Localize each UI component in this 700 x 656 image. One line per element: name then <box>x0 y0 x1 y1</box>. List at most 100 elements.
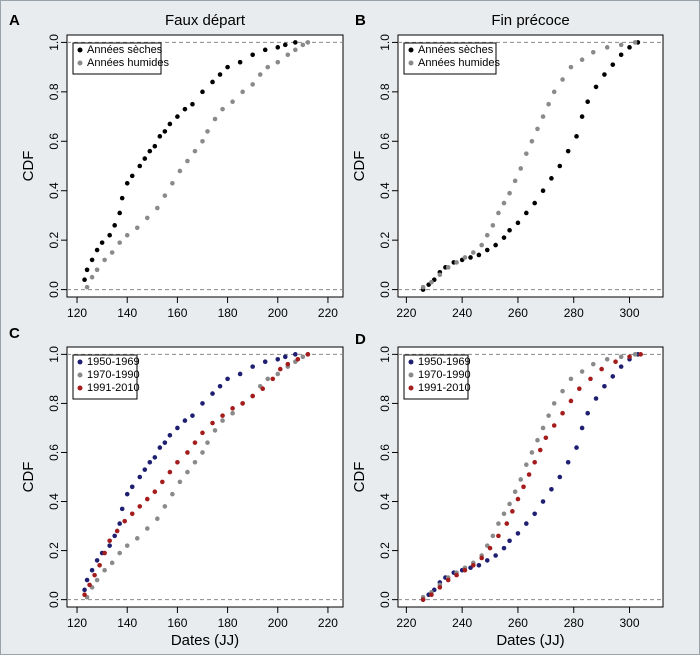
data-point <box>262 359 268 365</box>
data-point <box>275 356 281 362</box>
data-point <box>225 376 230 382</box>
x-tick-label: 220 <box>396 306 416 320</box>
data-point <box>147 148 153 154</box>
data-point <box>557 474 563 480</box>
data-point <box>200 401 205 406</box>
data-point <box>579 57 585 63</box>
panel-title: Faux départ <box>165 12 246 29</box>
x-tick-label: 140 <box>117 616 137 630</box>
data-point <box>579 369 585 374</box>
data-point <box>476 252 482 258</box>
data-point <box>471 563 476 568</box>
y-tick-label: 1.0 <box>378 34 392 51</box>
data-point <box>124 491 130 497</box>
data-point <box>420 597 426 602</box>
data-point <box>484 232 490 238</box>
data-point <box>515 220 521 226</box>
data-point <box>512 178 518 184</box>
data-point <box>484 247 490 253</box>
legend-marker <box>408 372 414 378</box>
data-point <box>192 459 198 465</box>
x-tick-label: 220 <box>396 616 416 630</box>
data-point <box>82 587 87 593</box>
data-point <box>295 356 301 362</box>
legend-marker <box>408 385 414 391</box>
data-point <box>507 227 512 233</box>
data-point <box>162 193 168 198</box>
x-axis-label: Dates (JJ) <box>171 632 239 649</box>
data-point <box>293 40 298 45</box>
data-point <box>524 521 529 526</box>
data-point <box>250 364 255 369</box>
data-point <box>167 469 173 475</box>
data-point <box>89 567 95 573</box>
data-point <box>99 240 105 245</box>
panel-b: B Fin précoce 220 240 260 280 300 0.0 0.2 0.4 0.6 0… <box>351 12 664 320</box>
y-tick-label: 0.8 <box>378 395 392 412</box>
data-point <box>577 386 582 391</box>
y-tick-label: 0.2 <box>378 231 392 248</box>
legend-label: 1991-2010 <box>418 382 471 394</box>
data-point <box>437 272 443 278</box>
data-point <box>282 42 288 48</box>
data-point <box>237 59 243 65</box>
data-point <box>493 553 498 558</box>
data-point <box>210 391 215 396</box>
data-point <box>205 440 210 445</box>
data-point <box>82 592 87 598</box>
data-point <box>537 447 543 453</box>
data-point <box>185 450 190 455</box>
data-point <box>300 42 306 48</box>
data-point <box>579 114 585 119</box>
y-tick-label: 0.0 <box>378 281 392 298</box>
data-point <box>496 521 501 526</box>
x-tick-label: 240 <box>452 616 472 630</box>
data-point <box>532 459 537 465</box>
data-point <box>112 533 117 539</box>
data-point <box>200 450 205 455</box>
data-point <box>565 148 571 154</box>
data-point <box>462 567 468 573</box>
data-point <box>94 558 100 563</box>
data-point <box>568 376 574 382</box>
data-point <box>515 531 521 536</box>
data-point <box>462 255 468 260</box>
data-point <box>210 420 215 426</box>
panel-letter: C <box>9 325 20 342</box>
data-point <box>250 393 255 399</box>
data-point <box>493 242 498 248</box>
data-point <box>84 267 90 273</box>
data-point <box>144 526 150 531</box>
y-tick-label: 0.8 <box>47 83 61 100</box>
data-point <box>84 284 90 290</box>
y-tick-label: 0.2 <box>378 542 392 559</box>
data-point <box>210 79 215 85</box>
data-point <box>540 425 546 431</box>
data-point <box>574 134 579 139</box>
data-point <box>524 151 529 156</box>
data-point <box>192 440 198 445</box>
series-0 <box>82 40 298 282</box>
data-point <box>155 516 160 521</box>
x-tick-label: 120 <box>67 616 87 630</box>
data-point <box>119 506 125 512</box>
data-point <box>524 210 529 216</box>
data-point <box>217 383 223 389</box>
data-point <box>618 364 624 369</box>
data-point <box>240 89 245 95</box>
data-point <box>240 401 245 406</box>
y-axis-label: CDF <box>20 151 37 182</box>
data-point <box>107 232 112 238</box>
data-point <box>117 240 122 245</box>
data-point <box>510 509 515 514</box>
data-point <box>590 361 596 367</box>
panel-letter: B <box>355 12 366 29</box>
series-0 <box>82 352 298 593</box>
data-point <box>137 504 143 509</box>
data-point <box>117 210 122 216</box>
data-point <box>501 545 507 551</box>
data-point <box>117 521 122 526</box>
data-point <box>134 536 140 541</box>
data-point <box>170 491 175 497</box>
